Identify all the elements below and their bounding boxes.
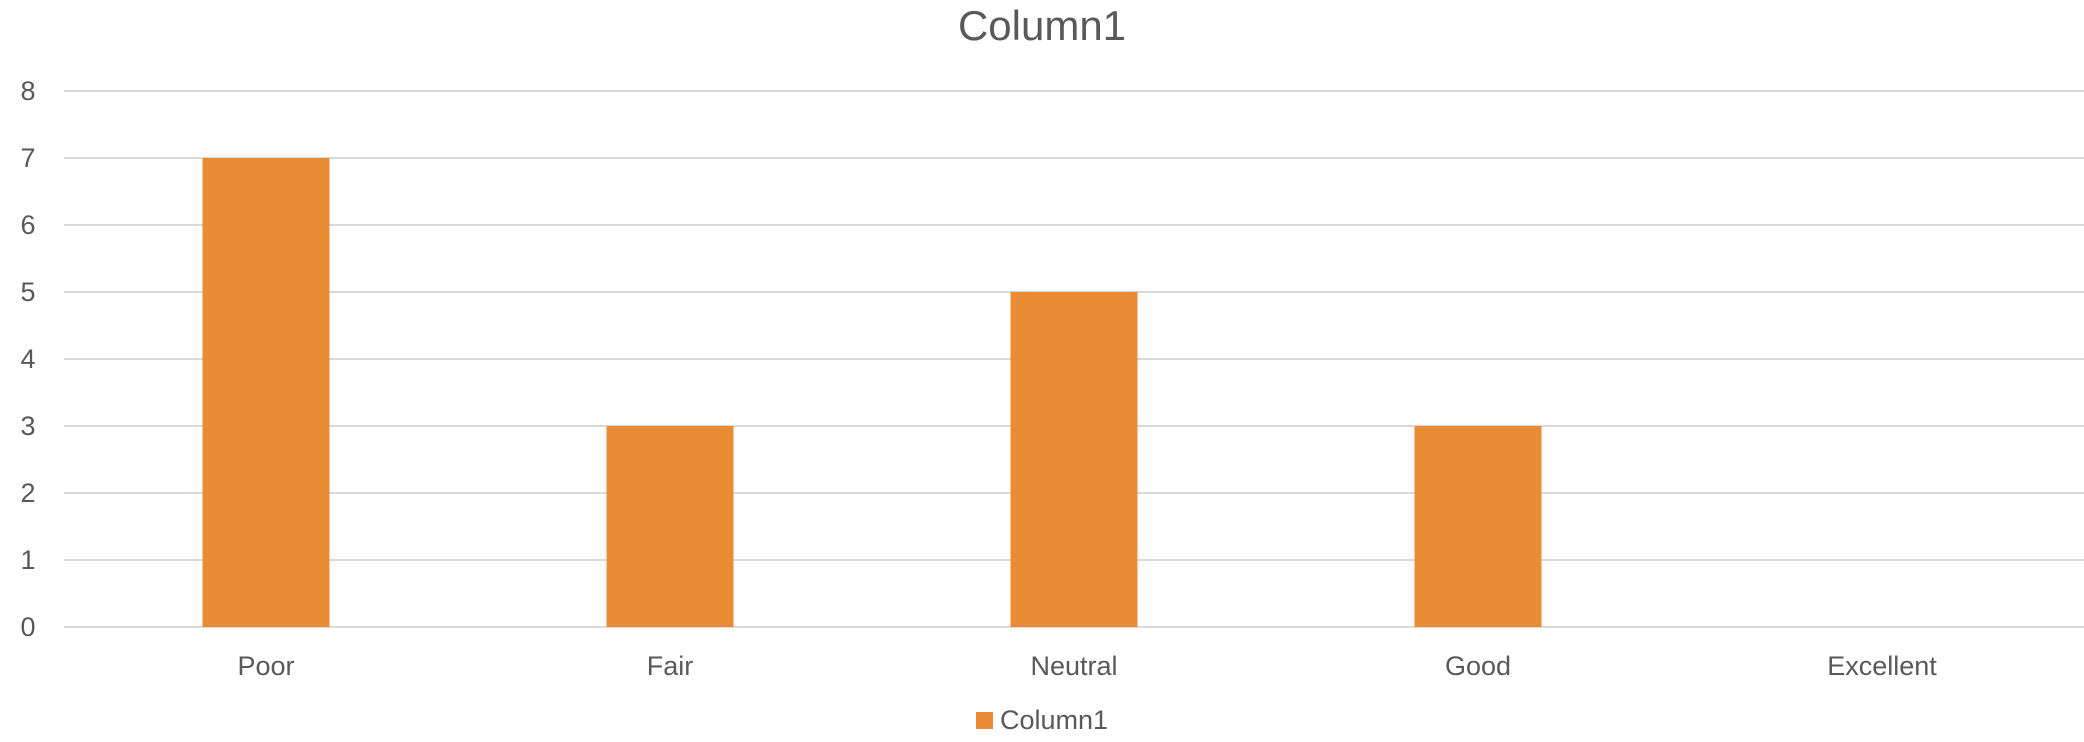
y-tick-label: 8 (20, 76, 35, 106)
y-tick-label: 2 (20, 478, 35, 508)
y-tick-label: 7 (20, 143, 35, 173)
x-tick-label-excellent: Excellent (1827, 651, 1937, 681)
y-axis-ticks: 0 1 2 3 4 5 6 7 8 (20, 76, 35, 642)
x-tick-label-good: Good (1445, 651, 1511, 681)
y-tick-label: 3 (20, 411, 35, 441)
y-tick-label: 1 (20, 545, 35, 575)
bar-neutral (1010, 292, 1138, 627)
y-tick-label: 4 (20, 344, 35, 374)
bar-poor (202, 158, 330, 627)
x-tick-label-poor: Poor (237, 651, 294, 681)
x-axis-ticks: Poor Fair Neutral Good Excellent (237, 651, 1937, 681)
chart-title: Column1 (957, 2, 1127, 49)
legend-swatch (975, 712, 993, 729)
x-tick-label-fair: Fair (647, 651, 694, 681)
bar-fair (606, 426, 734, 627)
y-tick-label: 6 (20, 210, 35, 240)
legend: Column1 (0, 705, 2084, 736)
legend-label: Column1 (999, 705, 1109, 735)
bars (202, 158, 1542, 627)
x-tick-label-neutral: Neutral (1030, 651, 1117, 681)
y-tick-label: 0 (20, 612, 35, 642)
bar-good (1414, 426, 1542, 627)
y-tick-label: 5 (20, 277, 35, 307)
